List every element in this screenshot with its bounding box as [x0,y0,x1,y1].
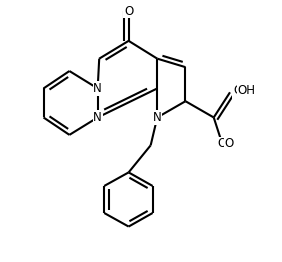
Text: N: N [93,111,102,124]
Text: N: N [93,82,102,95]
Text: N: N [153,111,162,124]
Text: O: O [233,84,242,97]
Text: O: O [124,4,133,18]
Text: O: O [232,86,242,99]
Text: N: N [153,111,162,124]
Text: O: O [218,137,227,150]
Text: N: N [93,82,102,95]
Text: N: N [93,111,102,124]
Text: OH: OH [238,84,256,97]
Text: O: O [124,4,133,18]
Text: O: O [224,137,233,150]
